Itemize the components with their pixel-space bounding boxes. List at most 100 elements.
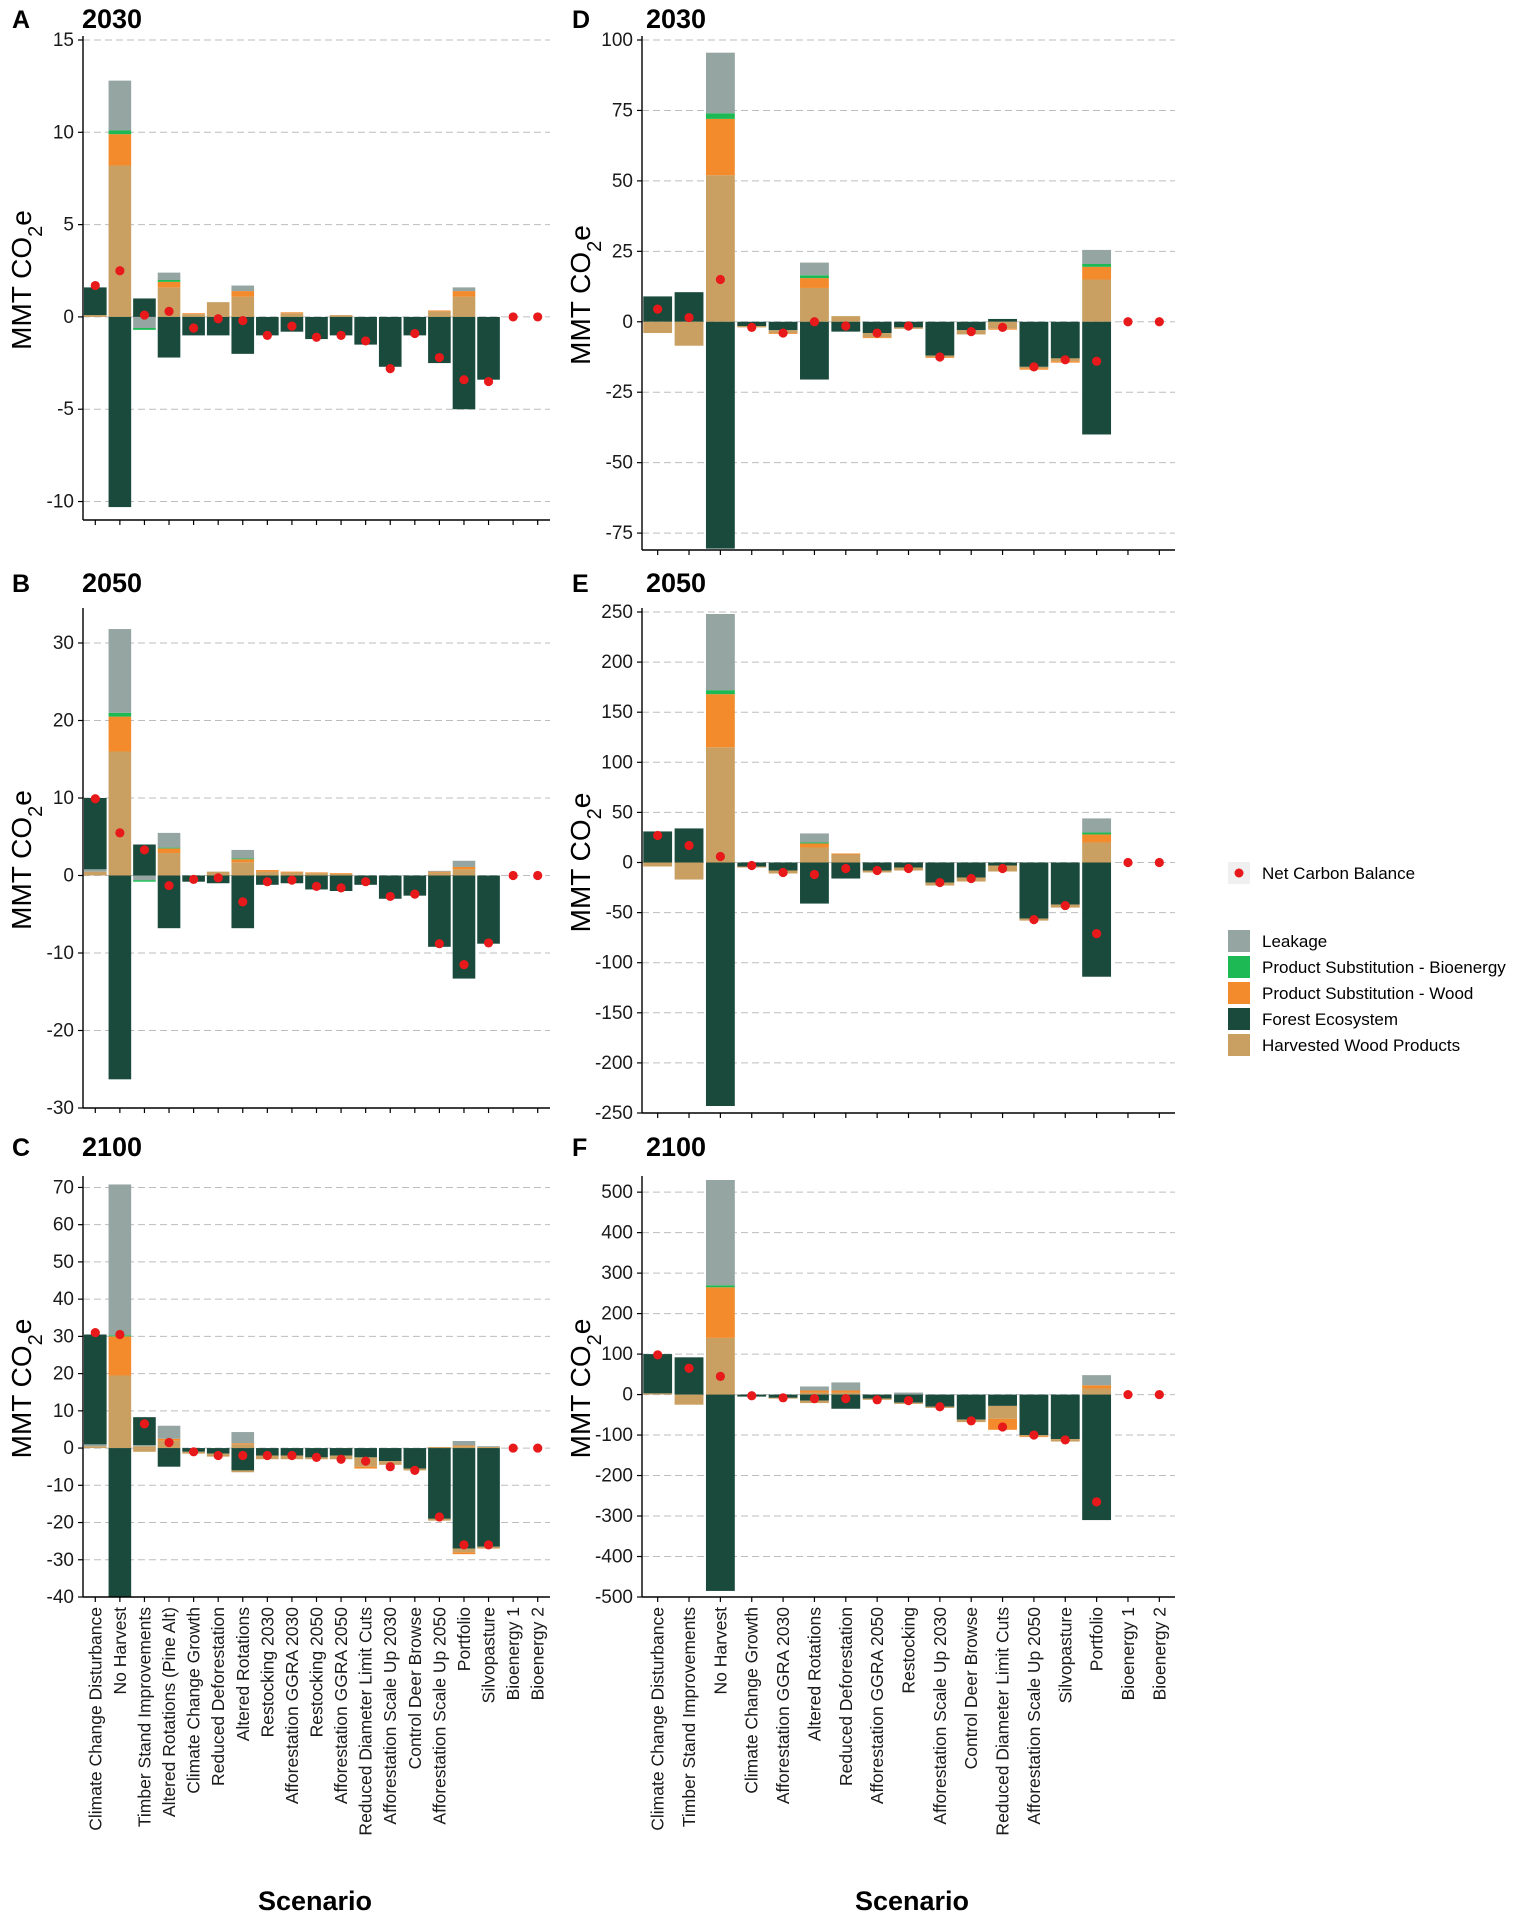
bar-wood bbox=[108, 716, 132, 752]
net-point bbox=[1060, 355, 1070, 365]
bar-leakage bbox=[705, 1180, 735, 1286]
bar-wood bbox=[831, 853, 861, 855]
bar-bioenergy bbox=[133, 880, 156, 882]
y-tick-label: -25 bbox=[606, 382, 633, 403]
x-tick-label: Bioenergy 2 bbox=[1149, 1607, 1169, 1700]
net-point bbox=[483, 938, 494, 948]
bar-hwp bbox=[108, 751, 132, 876]
net-point bbox=[778, 328, 788, 338]
bar-forest bbox=[1019, 321, 1049, 367]
bar-wood bbox=[1082, 834, 1112, 843]
bar-bioenergy bbox=[108, 712, 132, 717]
bar-forest bbox=[403, 316, 427, 336]
net-point bbox=[459, 375, 469, 385]
chart-panel-a: A 2030 15 10 5 0 -5 -10 MMT CO2e bbox=[6, 4, 550, 525]
bar-hwp bbox=[452, 1548, 476, 1553]
net-point bbox=[189, 1447, 199, 1457]
panel-letter: C bbox=[12, 1134, 30, 1162]
net-point bbox=[903, 321, 914, 331]
y-tick-label: 10 bbox=[53, 1401, 74, 1422]
net-point bbox=[311, 881, 322, 891]
bar-hwp bbox=[477, 1446, 500, 1449]
x-tick-label: Portfolio bbox=[1087, 1607, 1107, 1671]
net-point bbox=[238, 316, 248, 326]
legend-swatch-bioenergy bbox=[1228, 956, 1250, 978]
net-point bbox=[747, 860, 757, 871]
bar-hwp bbox=[800, 847, 829, 863]
bar-hwp bbox=[206, 302, 230, 317]
panel-letter: F bbox=[572, 1134, 587, 1162]
bar-leakage bbox=[108, 1184, 132, 1336]
bar-forest bbox=[674, 1357, 704, 1395]
bar-wood bbox=[428, 871, 451, 873]
net-point bbox=[715, 274, 725, 285]
bar-forest bbox=[157, 1448, 181, 1467]
x-tick-label: Restocking 2050 bbox=[307, 1607, 327, 1738]
bar-forest bbox=[428, 1448, 451, 1519]
x-tick-label: Altered Rotations bbox=[804, 1607, 824, 1741]
bar-leakage bbox=[231, 1432, 255, 1444]
bar-wood bbox=[108, 134, 132, 166]
net-point bbox=[841, 321, 851, 331]
bar-hwp bbox=[674, 862, 704, 880]
bar-leakage bbox=[705, 614, 735, 691]
bar-forest bbox=[403, 875, 427, 896]
bar-hwp bbox=[705, 747, 735, 863]
bar-hwp bbox=[674, 321, 704, 346]
net-point bbox=[508, 312, 518, 322]
net-point bbox=[872, 328, 882, 338]
net-point bbox=[533, 870, 543, 881]
bar-hwp bbox=[452, 296, 476, 317]
bar-forest bbox=[108, 1448, 132, 1597]
bar-forest bbox=[1050, 321, 1080, 359]
net-point bbox=[508, 870, 518, 881]
net-point bbox=[903, 863, 914, 874]
bar-wood bbox=[157, 281, 181, 288]
x-tick-label: Altered Rotations bbox=[233, 1607, 253, 1741]
net-point bbox=[115, 266, 125, 276]
legend-swatch-hwp bbox=[1228, 1034, 1250, 1056]
bar-hwp bbox=[108, 165, 132, 317]
net-point bbox=[164, 880, 174, 891]
legend-label-bioenergy: Product Substitution - Bioenergy bbox=[1262, 958, 1506, 977]
panel-letter: B bbox=[12, 570, 30, 598]
y-tick-label: -50 bbox=[606, 453, 633, 474]
bar-leakage bbox=[831, 1382, 861, 1391]
net-point bbox=[1060, 900, 1070, 911]
bar-hwp bbox=[643, 862, 673, 867]
net-point bbox=[684, 312, 694, 323]
bar-bioenergy bbox=[705, 1285, 735, 1288]
y-tick-label: -75 bbox=[606, 523, 633, 544]
bar-leakage bbox=[452, 860, 476, 867]
bar-forest bbox=[925, 862, 955, 883]
y-tick-label: 300 bbox=[601, 1263, 633, 1284]
net-point bbox=[653, 830, 663, 841]
net-point bbox=[1154, 1389, 1164, 1400]
net-point bbox=[139, 1419, 150, 1429]
net-point bbox=[115, 828, 125, 838]
net-point bbox=[653, 1350, 663, 1360]
net-point bbox=[1060, 1435, 1070, 1445]
net-point bbox=[336, 1454, 346, 1464]
x-axis-title-left: Scenario bbox=[258, 1886, 372, 1916]
y-tick-label: -10 bbox=[47, 1475, 74, 1496]
x-axis-title-right: Scenario bbox=[855, 1886, 969, 1916]
bar-leakage bbox=[800, 833, 829, 843]
bar-hwp bbox=[428, 1446, 451, 1449]
bar-forest bbox=[643, 1354, 673, 1394]
bar-forest bbox=[354, 1448, 377, 1458]
net-point bbox=[653, 304, 663, 314]
bar-forest bbox=[354, 316, 377, 345]
bar-forest bbox=[800, 862, 829, 904]
bar-hwp bbox=[831, 316, 861, 322]
bar-forest bbox=[925, 321, 955, 356]
y-tick-label: -10 bbox=[47, 943, 74, 964]
net-point bbox=[90, 1328, 100, 1338]
chart-panel-c: C 2100 70 60 50 40 30 20 10 0 -10 -20 -30 -40 MMT CO2e… bbox=[6, 1132, 550, 1836]
legend-label-forest: Forest Ecosystem bbox=[1262, 1010, 1398, 1029]
legend-swatch-wood bbox=[1228, 982, 1250, 1004]
net-point bbox=[434, 939, 444, 949]
net-point bbox=[715, 1371, 725, 1381]
x-tick-label: Climate Change Growth bbox=[184, 1607, 204, 1794]
bar-hwp bbox=[83, 315, 107, 317]
